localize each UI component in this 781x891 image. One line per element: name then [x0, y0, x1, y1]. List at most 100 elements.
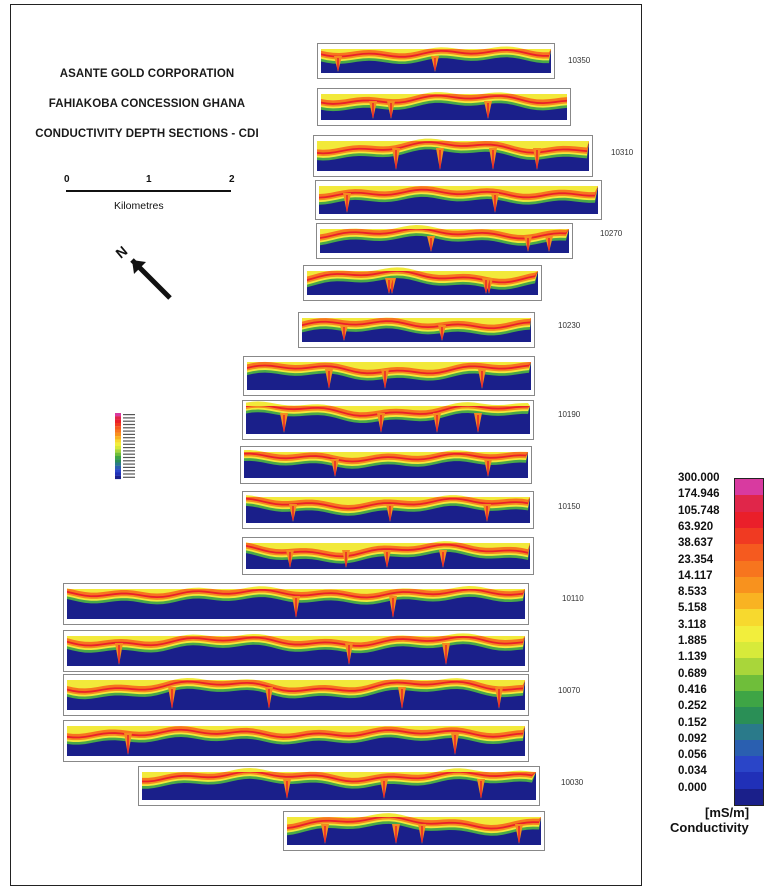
mini-legend-swatch [115, 442, 121, 447]
line-label-10070: 10070 [558, 686, 581, 695]
mini-legend-swatch [115, 419, 121, 423]
depth-section [242, 400, 534, 440]
section-plot [321, 92, 567, 120]
conductive-layer [302, 317, 531, 325]
colorbar-swatch [735, 739, 763, 757]
title-concession: FAHIAKOBA CONCESSION GHANA [48, 98, 246, 110]
conductive-layer [317, 138, 589, 150]
colorbar-swatch [735, 756, 763, 773]
depth-section [298, 312, 535, 348]
conductive-layer [67, 588, 525, 597]
section-plot [67, 726, 525, 756]
colorbar-value: 0.034 [678, 765, 707, 778]
mini-legend-tick [123, 460, 135, 462]
depth-section [317, 88, 571, 126]
colorbar-value: 0.252 [678, 700, 707, 713]
conductive-layer [246, 401, 530, 413]
colorbar-value: 105.748 [678, 504, 720, 517]
line-label-10190: 10190 [558, 410, 581, 419]
scale-tick-0: 0 [64, 174, 70, 185]
mini-legend-tick [123, 463, 135, 465]
colorbar-swatch [735, 511, 763, 529]
mini-legend-swatch [115, 432, 121, 437]
colorbar-swatch [735, 707, 763, 724]
conductive-layer [320, 225, 569, 235]
colorbar-swatch [735, 788, 763, 806]
mini-legend-tick [123, 470, 135, 472]
conductive-layer [244, 452, 528, 461]
mini-legend-tick [123, 447, 135, 449]
section-plot [67, 677, 525, 710]
conductive-layer [321, 49, 551, 56]
colorbar-swatch [735, 690, 763, 708]
depth-section [138, 766, 540, 806]
title-sections: CONDUCTIVITY DEPTH SECTIONS - CDI [35, 128, 259, 140]
mini-legend-swatch [115, 475, 121, 480]
section-plot [321, 46, 551, 73]
section-plot [247, 361, 531, 390]
line-label-10110: 10110 [562, 594, 584, 603]
colorbar-value: 1.139 [678, 651, 707, 664]
colorbar-value: 38.637 [678, 537, 714, 550]
depth-section [63, 720, 529, 762]
scale-tick-1: 1 [146, 174, 152, 185]
colorbar-value: 23.354 [678, 553, 714, 566]
colorbar-value: 300.000 [678, 472, 720, 484]
section-plot [302, 317, 531, 342]
colorbar-value: 0.416 [678, 683, 707, 696]
mini-legend-tick [123, 414, 135, 416]
mini-legend [115, 413, 135, 480]
colorbar-value: 63.920 [678, 520, 714, 533]
mini-legend-swatch [115, 422, 121, 427]
colorbar-swatch [735, 576, 763, 594]
section-plot [67, 633, 525, 666]
colorbar-swatch [735, 479, 763, 496]
colorbar-swatch [735, 642, 763, 659]
depth-section [63, 674, 529, 716]
colorbar-swatch [735, 560, 763, 578]
mini-legend-tick [123, 440, 135, 442]
colorbar-swatch [735, 495, 763, 513]
colorbar-value: 174.946 [678, 488, 720, 501]
colorbar-value: 1.885 [678, 635, 707, 647]
section-plot [320, 225, 569, 253]
mini-legend-tick [123, 423, 135, 426]
colorbar-swatch [735, 723, 763, 741]
colorbar-value: 0.092 [678, 732, 707, 745]
depth-section [313, 135, 593, 177]
mini-legend-tick [123, 437, 135, 439]
mini-legend-swatch [115, 446, 121, 450]
line-label-10270: 10270 [600, 229, 623, 238]
section-plot [244, 450, 528, 478]
colorbar-value: 5.158 [678, 602, 707, 615]
mini-legend-tick [123, 476, 135, 478]
depth-section [63, 583, 529, 625]
mini-legend-tick [123, 427, 135, 429]
conductive-layer [142, 768, 536, 778]
mini-legend-tick [123, 453, 135, 455]
depth-section [240, 446, 532, 484]
colorbar-swatch [735, 544, 763, 561]
section-plot [67, 586, 525, 619]
conductive-layer [246, 495, 530, 505]
depth-section [303, 265, 542, 301]
colorbar-swatch [735, 609, 763, 627]
mini-legend-tick [123, 473, 135, 475]
depth-section [283, 811, 545, 851]
mini-legend-swatch [115, 429, 121, 433]
scale-tick-2: 2 [229, 174, 235, 185]
mini-legend-tick [123, 433, 135, 435]
colorbar-value: 0.689 [678, 667, 707, 680]
north-arrow-icon: N [112, 243, 172, 300]
section-plot [287, 813, 541, 845]
mini-legend-swatch [115, 472, 121, 476]
colorbar-value: 14.117 [678, 569, 713, 582]
conductive-layer [287, 813, 541, 825]
conductive-layer [67, 586, 525, 594]
line-label-10310: 10310 [611, 148, 634, 157]
colorbar-value: 3.118 [678, 618, 707, 631]
colorbar-value: 8.533 [678, 586, 707, 599]
mini-legend-tick [123, 420, 135, 422]
title-company: ASANTE GOLD CORPORATION [59, 68, 235, 80]
line-label-10230: 10230 [558, 321, 581, 330]
